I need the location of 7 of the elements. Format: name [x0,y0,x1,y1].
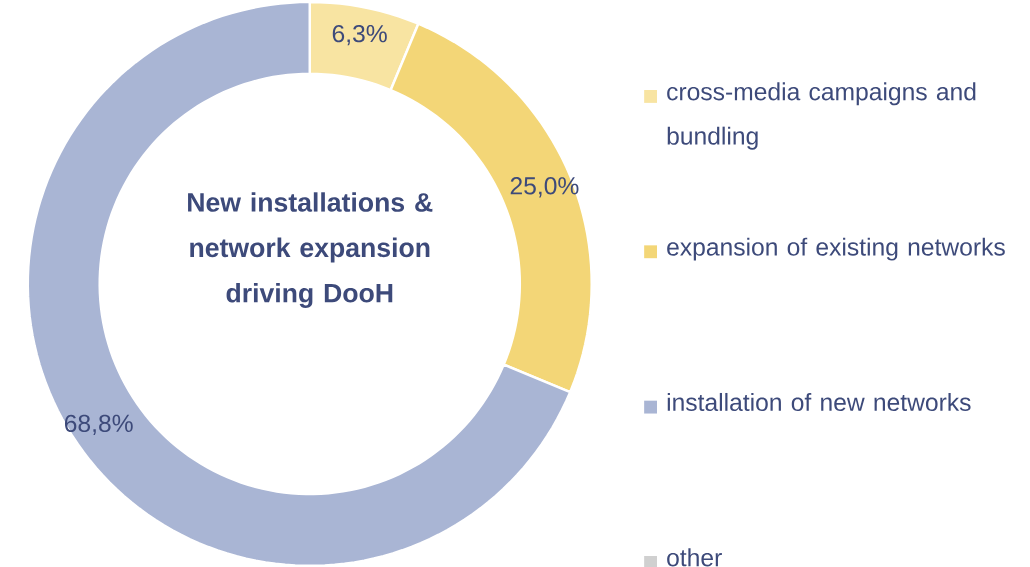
legend-label: cross-media campaigns and bundling [667,82,976,150]
text: New installations & network expansion driving DooH [188,192,433,308]
data-label: 68,8% [64,414,133,436]
legend-label: expansion of existing networks [667,237,1005,261]
data-label: 6,3% [332,24,387,46]
legend-label: installation of new networks [667,393,971,412]
legend-label: other [667,548,722,567]
